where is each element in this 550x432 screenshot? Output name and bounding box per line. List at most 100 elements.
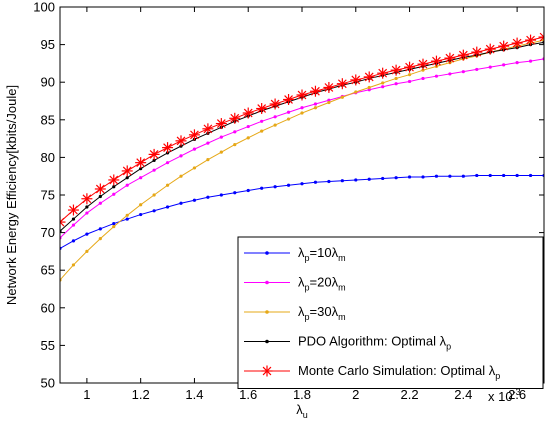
data-point — [515, 61, 519, 65]
data-point — [135, 157, 147, 169]
legend-marker — [265, 339, 269, 344]
data-point — [165, 161, 170, 165]
legend-label-main: λ — [298, 275, 305, 290]
data-point — [139, 167, 143, 171]
data-point — [407, 175, 412, 179]
data-point — [112, 224, 116, 229]
data-point — [206, 195, 210, 199]
y-axis-label: Network Energy Efficiency[kbits/Joule] — [4, 85, 19, 305]
y-tick-label: 90 — [41, 75, 55, 90]
data-point — [511, 37, 523, 49]
data-point — [313, 180, 318, 184]
data-point — [71, 239, 76, 243]
x-axis-label-sub: u — [303, 410, 308, 420]
data-point — [112, 192, 116, 196]
data-point — [381, 85, 385, 89]
legend-label-part: =10λ — [310, 245, 339, 260]
data-point — [179, 201, 183, 205]
data-point — [273, 123, 277, 127]
data-point — [233, 191, 237, 195]
data-point — [152, 168, 156, 172]
data-point — [192, 198, 197, 202]
data-point — [448, 174, 452, 178]
data-point — [377, 67, 389, 79]
data-point — [125, 176, 129, 180]
data-point — [260, 129, 264, 133]
legend-item-5: Monte Carlo Simulation: Optimal λp — [244, 363, 500, 381]
data-point — [71, 217, 76, 221]
data-point — [98, 227, 102, 231]
data-point — [327, 179, 331, 184]
x-tick-label: 1.8 — [293, 387, 311, 402]
legend-item-3: λp=30λm — [244, 304, 346, 322]
y-tick-label: 95 — [41, 37, 55, 52]
legend-box — [237, 236, 544, 389]
legend-label-part: =30λ — [310, 304, 339, 319]
data-point — [139, 176, 143, 180]
legend-label: λp=30λm — [298, 304, 346, 322]
x-axis-multiplier: x 10-3 — [488, 387, 521, 404]
data-point — [71, 223, 76, 227]
data-point — [434, 74, 439, 78]
data-point — [260, 186, 264, 190]
data-point — [327, 100, 331, 105]
data-point — [98, 201, 102, 205]
data-point — [85, 249, 89, 253]
data-point — [367, 88, 371, 92]
data-point — [206, 141, 210, 145]
data-point — [421, 175, 425, 179]
data-point — [152, 193, 156, 197]
series-layer — [60, 31, 544, 282]
data-point — [417, 58, 429, 70]
data-point — [525, 34, 537, 46]
y-tick-label: 55 — [41, 338, 55, 353]
legend-marker — [265, 251, 269, 255]
legend-label: PDO Algorithm: Optimal λp — [298, 334, 451, 352]
data-point — [363, 71, 375, 83]
data-point — [81, 193, 93, 205]
data-point — [139, 203, 143, 207]
data-point — [407, 79, 412, 84]
data-point — [404, 61, 416, 73]
data-point — [94, 183, 106, 195]
data-point — [175, 135, 187, 147]
legend-label-part: =20λ — [310, 275, 339, 290]
data-point — [434, 174, 439, 178]
data-point — [471, 46, 483, 58]
data-point — [273, 115, 277, 119]
y-tick-label: 60 — [41, 300, 55, 315]
legend-label-sub: p — [446, 342, 451, 352]
data-point — [475, 67, 479, 72]
legend-marker — [265, 280, 269, 285]
data-point — [283, 93, 295, 105]
data-point — [286, 110, 291, 114]
data-point — [152, 209, 156, 213]
data-point — [461, 174, 465, 178]
data-point — [246, 124, 250, 129]
x-axis-label: λu — [296, 402, 308, 420]
data-point — [313, 106, 318, 110]
y-tick-label: 80 — [41, 150, 55, 165]
series-5 — [60, 31, 544, 228]
y-tick-label: 100 — [33, 0, 55, 15]
data-point — [340, 179, 344, 183]
data-point — [313, 102, 318, 106]
x-tick-label: 2.2 — [401, 387, 419, 402]
data-point — [286, 183, 291, 187]
legend-item-1: λp=10λm — [244, 245, 346, 263]
legend-marker — [265, 310, 269, 314]
x-tick-label: 2 — [352, 387, 359, 402]
data-point — [98, 194, 102, 199]
data-point — [215, 118, 227, 130]
legend-marker — [261, 365, 273, 377]
legend-label: Monte Carlo Simulation: Optimal λp — [298, 363, 500, 381]
x-axis-multiplier-exp: -3 — [513, 387, 521, 397]
data-point — [300, 182, 304, 186]
data-point — [488, 173, 492, 178]
data-point — [421, 68, 425, 72]
data-point — [296, 89, 308, 101]
ticks-layer: 1 1.2 1.4 1.6 1.8 2 2.2 2.4 2.6 50 55 60 65 70 75 80 85 9… — [33, 0, 544, 402]
data-point — [152, 158, 156, 163]
data-point — [367, 85, 371, 90]
